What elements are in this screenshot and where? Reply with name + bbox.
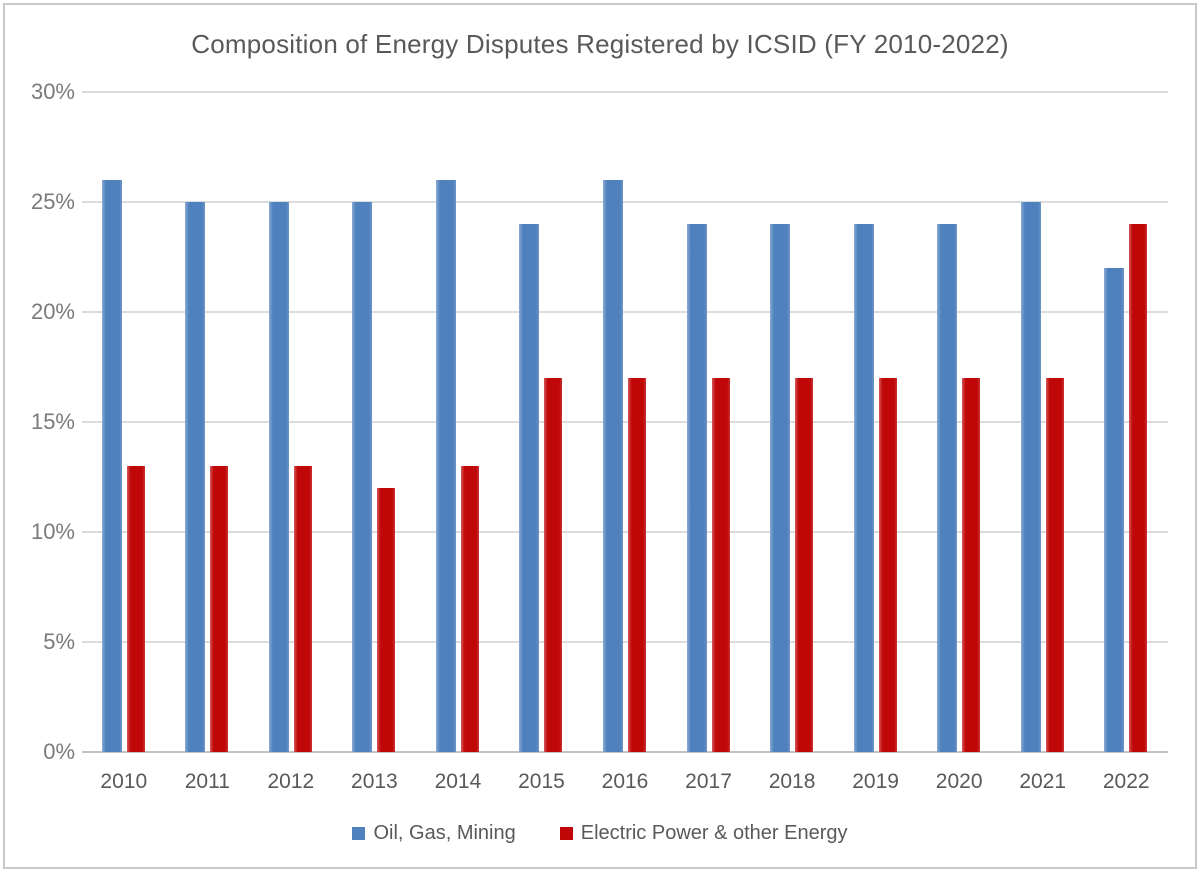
bar-oil-gas-mining-2021 <box>1020 202 1041 752</box>
gridline <box>82 91 1168 93</box>
bar-oil-gas-mining-2016 <box>603 180 623 752</box>
bar-electric-power-other-energy-2011 <box>210 466 229 752</box>
bar-oil-gas-mining-2013 <box>352 202 373 752</box>
bar-oil-gas-mining-2020 <box>937 224 958 752</box>
axis-baseline <box>82 751 1168 753</box>
x-tick-label: 2019 <box>852 770 899 793</box>
bar-oil-gas-mining-2022 <box>1104 268 1125 752</box>
bar-oil-gas-mining-2019 <box>853 224 874 752</box>
x-tick-label: 2018 <box>768 770 816 793</box>
x-tick-label: 2013 <box>351 770 398 793</box>
bar-electric-power-other-energy-2014 <box>460 466 479 752</box>
y-tick-label: 0% <box>43 739 75 764</box>
x-tick-label: 2017 <box>685 770 732 793</box>
legend-item-electric-power: Electric Power & other Energy <box>559 822 848 844</box>
gridline <box>82 421 1168 423</box>
x-tick-label: 2015 <box>518 770 565 793</box>
y-tick-label: 20% <box>30 299 75 324</box>
gridline <box>82 641 1168 643</box>
bar-oil-gas-mining-2015 <box>519 224 540 752</box>
bar-oil-gas-mining-2014 <box>435 180 456 752</box>
bar-electric-power-other-energy-2016 <box>628 378 646 752</box>
bar-electric-power-other-energy-2022 <box>1129 224 1148 752</box>
bar-electric-power-other-energy-2017 <box>711 378 730 752</box>
bar-electric-power-other-energy-2015 <box>544 378 563 752</box>
x-tick-label: 2021 <box>1019 770 1067 793</box>
x-tick-label: 2022 <box>1102 770 1150 793</box>
legend-label: Electric Power & other Energy <box>580 822 848 844</box>
y-tick-label: 15% <box>30 409 75 434</box>
bar-electric-power-other-energy-2021 <box>1045 378 1064 752</box>
gridline <box>82 531 1168 533</box>
gridline <box>82 311 1168 313</box>
x-tick-label: 2020 <box>935 770 983 793</box>
bar-electric-power-other-energy-2010 <box>126 466 145 752</box>
legend-swatch <box>559 826 573 840</box>
bar-electric-power-other-energy-2018 <box>795 378 814 752</box>
bar-electric-power-other-energy-2020 <box>962 378 981 752</box>
x-tick-label: 2010 <box>100 770 148 793</box>
x-tick-label: 2016 <box>601 770 649 793</box>
x-tick-label: 2012 <box>267 770 315 793</box>
y-tick-label: 25% <box>30 189 75 214</box>
bar-electric-power-other-energy-2019 <box>878 378 897 752</box>
bar-oil-gas-mining-2017 <box>686 224 707 752</box>
chart-frame: Composition of Energy Disputes Registere… <box>3 3 1197 869</box>
chart-title: Composition of Energy Disputes Registere… <box>191 29 1009 59</box>
bar-oil-gas-mining-2011 <box>185 202 206 752</box>
y-tick-label: 5% <box>43 629 75 654</box>
legend-label: Oil, Gas, Mining <box>373 822 516 844</box>
bar-electric-power-other-energy-2012 <box>293 466 312 752</box>
bar-oil-gas-mining-2010 <box>101 180 122 752</box>
x-tick-label: 2011 <box>184 770 230 793</box>
legend-item-oil-gas-mining: Oil, Gas, Mining <box>352 822 516 844</box>
y-tick-label: 30% <box>30 79 75 104</box>
bar-oil-gas-mining-2018 <box>770 224 791 752</box>
x-tick-label: 2014 <box>434 770 482 793</box>
y-tick-label: 10% <box>30 519 75 544</box>
legend: Oil, Gas, Mining Electric Power & other E… <box>5 823 1195 843</box>
legend-swatch <box>352 826 366 840</box>
bar-oil-gas-mining-2012 <box>268 202 289 752</box>
gridline <box>82 201 1168 203</box>
bar-electric-power-other-energy-2013 <box>377 488 396 752</box>
